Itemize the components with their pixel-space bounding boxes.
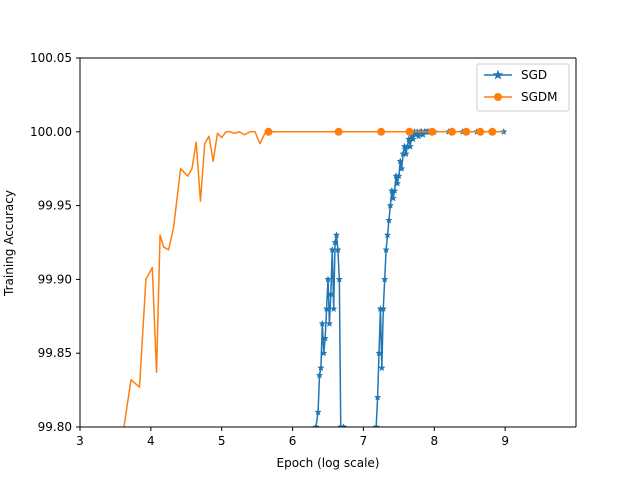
series-point-sgdm bbox=[264, 127, 273, 136]
series-point-sgd bbox=[396, 157, 404, 165]
series-point-sgd bbox=[335, 275, 344, 283]
y-tick-label: 99.80 bbox=[38, 420, 72, 434]
series-point-sgd bbox=[389, 194, 397, 202]
x-tick-label: 7 bbox=[360, 434, 368, 448]
series-point-sgd bbox=[415, 132, 423, 140]
series-point-sgd bbox=[395, 172, 403, 180]
series-point-sgd bbox=[398, 164, 406, 172]
series-point-sgd bbox=[325, 319, 334, 327]
series-point-sgd bbox=[386, 201, 395, 209]
series-point-sgd bbox=[332, 231, 341, 239]
x-tick-label: 5 bbox=[218, 434, 226, 448]
series-point-sgd bbox=[372, 423, 380, 427]
series-point-sgdm bbox=[428, 127, 437, 136]
legend-sgd-label: SGD bbox=[521, 68, 547, 82]
series-point-sgd bbox=[320, 349, 328, 357]
series-point-sgd bbox=[315, 371, 324, 379]
legend-sgd-star-marker bbox=[492, 69, 504, 80]
y-tick-label: 99.95 bbox=[38, 199, 72, 213]
series-point-sgd bbox=[373, 393, 382, 401]
series-point-sgdm bbox=[448, 127, 456, 136]
series-point-sgdm bbox=[462, 127, 471, 136]
series-point-sgd bbox=[406, 142, 414, 150]
series-point-sgd bbox=[382, 246, 390, 254]
y-tick-label: 99.90 bbox=[38, 272, 72, 286]
series-point-sgd bbox=[385, 216, 393, 224]
series-point-sgd bbox=[383, 231, 392, 239]
series-point-sgd bbox=[378, 364, 386, 372]
series-point-sgd bbox=[339, 423, 348, 427]
legend: SGD SGDM bbox=[476, 63, 570, 112]
series-line-sgdm bbox=[123, 131, 504, 427]
y-tick-label: 100.05 bbox=[30, 51, 72, 65]
plot-area bbox=[80, 58, 576, 427]
series-point-sgd bbox=[375, 349, 383, 357]
x-tick-label: 6 bbox=[289, 434, 297, 448]
x-tick-label: 4 bbox=[147, 434, 155, 448]
y-ticks: 99.80 99.85 99.90 99.95 100.00 100.05 bbox=[30, 51, 80, 434]
series-point-sgd bbox=[331, 238, 339, 246]
series-point-sgd bbox=[390, 186, 399, 194]
x-ticks: 3 4 5 6 7 8 9 bbox=[76, 427, 509, 448]
series-point-sgd bbox=[402, 150, 410, 158]
series-point-sgd bbox=[329, 305, 338, 313]
series-point-sgd bbox=[314, 408, 322, 416]
legend-sgdm-circle-marker bbox=[494, 93, 502, 101]
series-point-sgd bbox=[318, 319, 327, 327]
axes-layer bbox=[79, 57, 577, 428]
y-axis-label: Training Accuracy bbox=[2, 190, 16, 297]
x-tick-label: 9 bbox=[501, 434, 509, 448]
series-point-sgdm bbox=[476, 127, 485, 136]
series-point-sgd bbox=[380, 275, 389, 283]
series-point-sgd bbox=[409, 135, 417, 143]
series-point-sgd bbox=[321, 334, 329, 342]
legend-sgdm-label: SGDM bbox=[521, 90, 558, 104]
series-point-sgdm bbox=[488, 127, 497, 136]
series-point-sgdm bbox=[405, 127, 414, 136]
series-point-sgd bbox=[317, 364, 325, 372]
series-layer bbox=[123, 127, 508, 427]
x-tick-label: 3 bbox=[76, 434, 84, 448]
series-point-sgd bbox=[327, 290, 335, 298]
series-point-sgd bbox=[322, 305, 331, 313]
series-point-sgdm bbox=[377, 127, 386, 136]
series-point-sgd bbox=[312, 423, 320, 427]
series-point-sgdm bbox=[334, 127, 343, 136]
series-point-sgd bbox=[324, 275, 332, 283]
series-point-sgd bbox=[334, 246, 342, 254]
series-point-sgd bbox=[379, 305, 387, 313]
y-tick-label: 99.85 bbox=[38, 346, 72, 360]
series-point-sgd bbox=[393, 179, 402, 187]
x-axis-label: Epoch (log scale) bbox=[277, 456, 380, 470]
x-tick-label: 8 bbox=[430, 434, 438, 448]
y-tick-label: 100.00 bbox=[30, 125, 72, 139]
